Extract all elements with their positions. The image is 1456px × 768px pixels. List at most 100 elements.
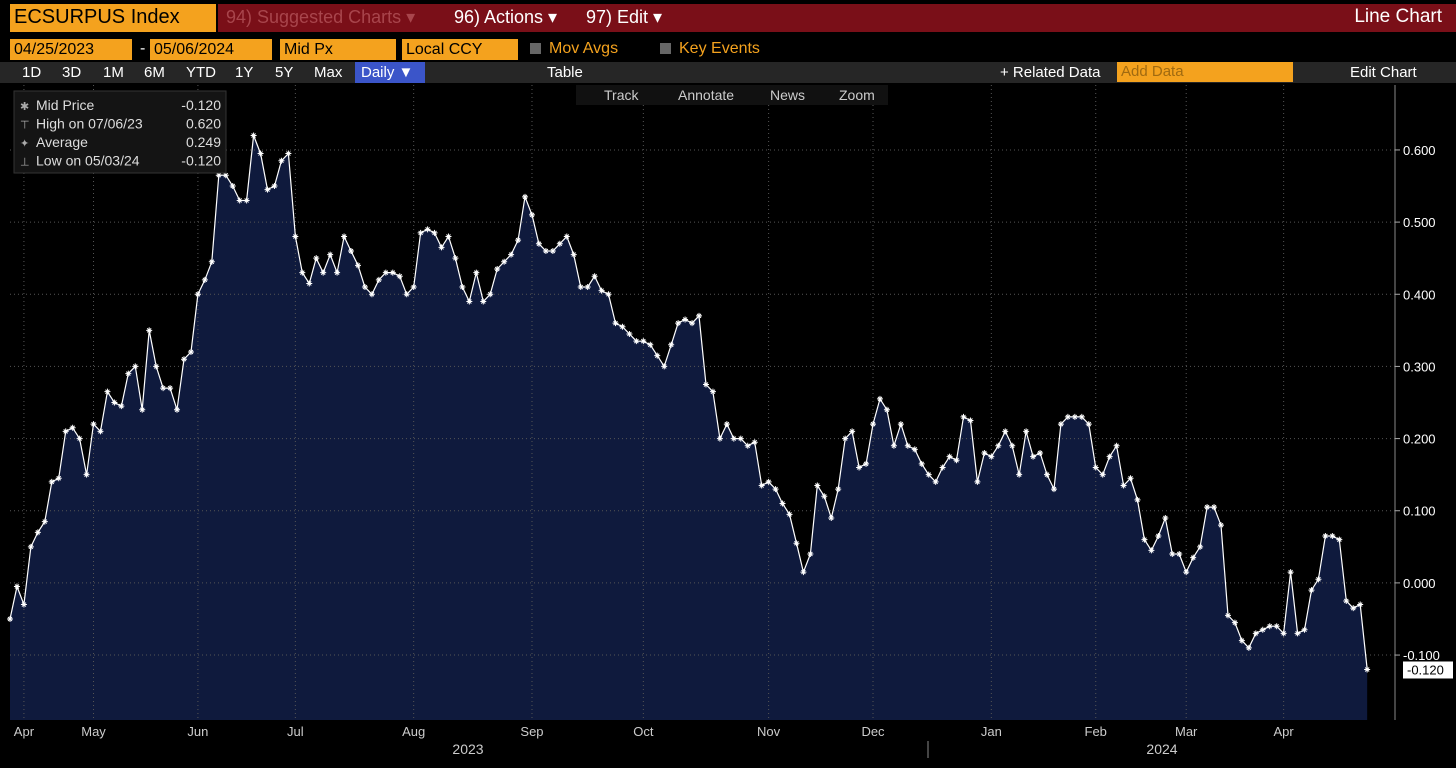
range-button[interactable]: Max (314, 64, 343, 81)
marker (1322, 532, 1329, 539)
key-events[interactable]: Key Events (679, 40, 760, 57)
marker (918, 460, 925, 467)
marker (257, 150, 264, 157)
marker (772, 486, 779, 493)
marker (626, 330, 633, 337)
range-button[interactable]: 1Y (235, 64, 254, 81)
last-price-box (1403, 661, 1453, 679)
marker (20, 601, 27, 608)
range-button[interactable]: 1M (103, 64, 124, 81)
marker (368, 291, 375, 298)
y-tick-label: 0.500 (1403, 215, 1436, 230)
marker (7, 615, 13, 622)
marker (1315, 576, 1322, 583)
marker (904, 442, 911, 449)
marker (1099, 471, 1106, 478)
marker (13, 583, 20, 590)
checkbox[interactable] (530, 43, 541, 54)
marker (1364, 666, 1371, 673)
marker (69, 424, 76, 431)
range-button[interactable]: 1D (22, 64, 42, 81)
marker (222, 172, 229, 179)
marker (125, 370, 132, 377)
x-tick-label: Sep (520, 724, 543, 739)
tool-button[interactable]: News (770, 87, 805, 103)
marker (1057, 421, 1064, 428)
marker (1085, 421, 1092, 428)
range-button[interactable]: 5Y (275, 64, 294, 81)
marker (535, 240, 542, 247)
line (9, 135, 1368, 670)
currency-select[interactable]: Local CCY (402, 39, 518, 60)
x-tick-label: May (81, 724, 106, 739)
related-data[interactable]: + Related Data (1000, 64, 1101, 81)
marker (424, 226, 431, 233)
tool-button[interactable]: Track (604, 87, 639, 103)
marker (403, 291, 410, 298)
marker (1155, 532, 1162, 539)
marker (508, 251, 515, 258)
mov-avgs[interactable]: Mov Avgs (549, 40, 619, 57)
marker (1023, 428, 1030, 435)
marker (675, 320, 682, 327)
marker (883, 406, 890, 413)
marker (334, 269, 341, 276)
tool-button[interactable]: Annotate (678, 87, 734, 103)
marker (1245, 644, 1252, 651)
marker (250, 132, 257, 139)
marker (1162, 514, 1169, 521)
ticker[interactable]: ECSURPUS Index (10, 4, 216, 32)
range-button[interactable]: 3D (62, 64, 82, 81)
marker (1301, 626, 1308, 633)
marker (153, 363, 160, 370)
edit-chart[interactable]: Edit Chart (1350, 64, 1417, 81)
marker (243, 197, 250, 204)
marker (814, 482, 821, 489)
marker (793, 540, 800, 547)
marker (306, 280, 313, 287)
period-select[interactable]: Daily ▼ (355, 62, 425, 83)
y-tick-label: 0.100 (1403, 504, 1436, 519)
marker (1176, 551, 1183, 558)
marker (208, 258, 215, 265)
marker (542, 247, 549, 254)
range-button[interactable]: 6M (144, 64, 165, 81)
checkbox[interactable] (660, 43, 671, 54)
marker (480, 298, 487, 305)
marker (473, 269, 480, 276)
marker (1231, 619, 1238, 626)
table-button[interactable]: Table (547, 64, 583, 81)
marker (932, 478, 939, 485)
marker (229, 183, 236, 190)
x-tick-label: Oct (633, 724, 654, 739)
marker (828, 514, 835, 521)
marker (1134, 496, 1141, 503)
marker (438, 244, 445, 251)
edit-menu[interactable]: 97) Edit ▾ (586, 7, 663, 27)
start-date[interactable]: 04/25/2023 (10, 39, 132, 60)
marker (375, 276, 382, 283)
marker (967, 417, 974, 424)
marker (1294, 630, 1301, 637)
marker (264, 186, 271, 193)
marker (1064, 413, 1071, 420)
add-data[interactable]: Add Data (1117, 62, 1293, 82)
marker (1030, 453, 1037, 460)
marker (522, 193, 529, 200)
marker (62, 428, 69, 435)
range-button[interactable]: YTD (186, 64, 216, 81)
field-select[interactable]: Mid Px (280, 39, 396, 60)
legend-name: High on 07/06/23 (36, 116, 143, 132)
marker (1190, 554, 1197, 561)
tool-button[interactable]: Zoom (839, 87, 875, 103)
legend-name: Low on 05/03/24 (36, 153, 140, 169)
y-tick-label: -0.100 (1403, 648, 1440, 663)
marker (313, 255, 320, 262)
actions-menu[interactable]: 96) Actions ▾ (454, 7, 558, 27)
marker (292, 233, 299, 240)
marker (501, 258, 508, 265)
marker (1218, 522, 1225, 529)
end-date[interactable]: 05/06/2024 (150, 39, 272, 60)
suggested-charts[interactable]: 94) Suggested Charts ▾ (226, 7, 416, 27)
marker (821, 493, 828, 500)
